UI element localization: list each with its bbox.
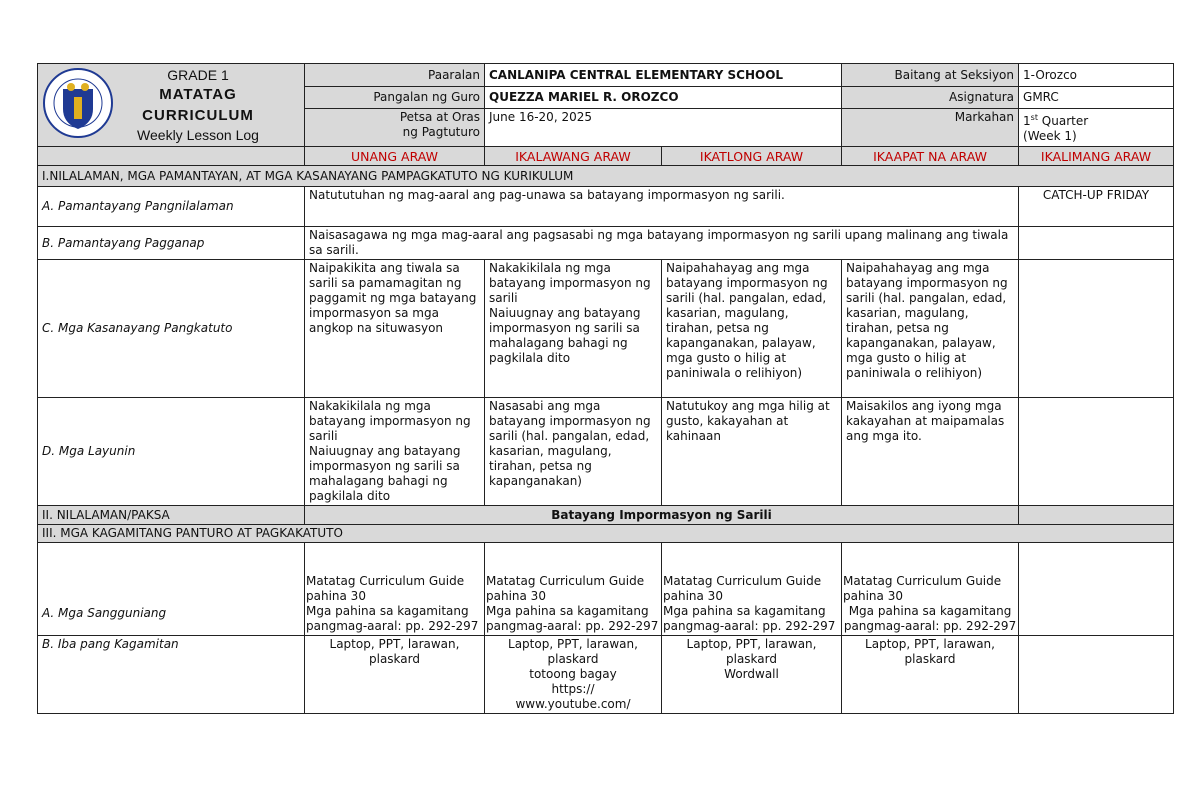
reference-text: Mga pahina sa kagamitang pangmag-aaral: … <box>843 604 1017 633</box>
quarter-sup: st <box>1030 113 1038 122</box>
reference-text: Matatag Curriculum Guide pahina 30 <box>843 574 1002 603</box>
subject-label: Asignatura <box>841 86 1020 109</box>
objective-cell: Maisakilos ang iyong mga kakayahan at ma… <box>841 397 1020 506</box>
grade-section-value: 1-Orozco <box>1018 63 1175 87</box>
content-standard-label: A. Pamantayang Pangnilalaman <box>37 186 305 227</box>
empty-cell <box>1018 259 1175 398</box>
performance-standard-label: B. Pamantayang Pagganap <box>37 226 305 260</box>
weekly-lesson-log-table: GRADE 1 MATATAG CURRICULUM Weekly Lesson… <box>36 63 1175 714</box>
week-value: (Week 1) <box>1023 129 1077 143</box>
day-header-1: UNANG ARAW <box>304 146 485 166</box>
objective-cell: Nasasabi ang mga batayang impormasyon ng… <box>484 397 662 506</box>
section-3-title: III. MGA KAGAMITANG PANTURO AT PAGKAKATU… <box>36 524 1175 543</box>
empty-cell <box>1018 542 1175 636</box>
grade-label: GRADE 1 <box>167 67 229 83</box>
objectives-label: D. Mga Layunin <box>37 397 305 506</box>
section-2-title: II. NILALAMAN/PAKSA <box>37 505 305 525</box>
header-logo-cell: GRADE 1 MATATAG CURRICULUM Weekly Lesson… <box>37 63 305 147</box>
performance-standard-text: Naisasagawa ng mga mag-aaral ang pagsasa… <box>303 226 1020 260</box>
empty-cell <box>1018 397 1175 506</box>
competency-cell: Naipahahayag ang mga batayang impormasyo… <box>841 259 1020 398</box>
day-header-5: IKALIMANG ARAW <box>1018 146 1175 166</box>
quarter-word: Quarter <box>1037 114 1089 128</box>
reference-cell: Matatag Curriculum Guide pahina 30 Mga pa… <box>841 542 1020 636</box>
date-label-line: ng Pagtuturo <box>402 125 480 139</box>
day-header-4: IKAAPAT NA ARAW <box>841 146 1020 166</box>
day-header-2: IKALAWANG ARAW <box>484 146 662 166</box>
curriculum-title-1: MATATAG <box>159 86 237 103</box>
day-header-3: IKATLONG ARAW <box>660 146 843 166</box>
material-cell: Laptop, PPT, larawan, plaskard totoong b… <box>484 635 662 714</box>
school-label: Paaralan <box>304 63 485 87</box>
teacher-value: QUEZZA MARIEL R. OROZCO <box>483 86 843 109</box>
day-header-blank <box>37 146 305 166</box>
objective-cell: Natutukoy ang mga hilig at gusto, kakaya… <box>660 397 843 506</box>
quarter-num: 1 <box>1023 114 1031 128</box>
topic-content: Batayang Impormasyon ng Sarili <box>303 505 1020 525</box>
other-materials-label: B. Iba pang Kagamitan <box>37 635 305 714</box>
empty-cell <box>1018 635 1175 714</box>
competency-cell: Nakakikilala ng mga batayang impormasyon… <box>484 259 662 398</box>
references-label: A. Mga Sangguniang <box>37 542 305 636</box>
date-label-line: Petsa at Oras <box>399 110 480 124</box>
competency-cell: Naipakikita ang tiwala sa sarili sa pama… <box>304 259 485 398</box>
material-cell: Laptop, PPT, larawan, plaskard Wordwall <box>660 635 843 714</box>
material-cell: Laptop, PPT, larawan, plaskard <box>304 635 485 714</box>
date-value: June 16-20, 2025 <box>483 108 843 147</box>
log-type-label: Weekly Lesson Log <box>137 127 259 143</box>
curriculum-title-2: CURRICULUM <box>142 107 254 124</box>
catch-up-friday: CATCH-UP FRIDAY <box>1018 186 1175 227</box>
subject-value: GMRC <box>1018 86 1175 109</box>
quarter-label: Markahan <box>841 108 1020 147</box>
reference-cell: Matatag Curriculum Guide pahina 30 Mga p… <box>304 542 485 636</box>
date-label: Petsa at Oras ng Pagtuturo <box>304 108 485 147</box>
empty-cell <box>1018 505 1175 525</box>
competencies-label: C. Mga Kasanayang Pangkatuto <box>37 259 305 398</box>
objective-cell: Nakakikilala ng mga batayang impormasyon… <box>304 397 485 506</box>
content-standard-text: Natututuhan ng mag-aaral ang pag-unawa s… <box>303 186 1020 227</box>
section-1-title: I.NILALAMAN, MGA PAMANTAYAN, AT MGA KASA… <box>36 165 1175 187</box>
deped-seal-icon <box>43 68 113 138</box>
quarter-value: 1st Quarter (Week 1) <box>1018 108 1175 147</box>
teacher-label: Pangalan ng Guro <box>304 86 485 109</box>
reference-cell: Matatag Curriculum Guide pahina 30 Mga p… <box>660 542 843 636</box>
reference-cell: Matatag Curriculum Guide pahina 30 Mga p… <box>484 542 662 636</box>
competency-cell: Naipahahayag ang mga batayang impormasyo… <box>660 259 843 398</box>
grade-section-label: Baitang at Seksiyon <box>841 63 1020 87</box>
school-value: CANLANIPA CENTRAL ELEMENTARY SCHOOL <box>483 63 843 87</box>
material-cell: Laptop, PPT, larawan, plaskard <box>841 635 1020 714</box>
empty-cell <box>1018 226 1175 260</box>
